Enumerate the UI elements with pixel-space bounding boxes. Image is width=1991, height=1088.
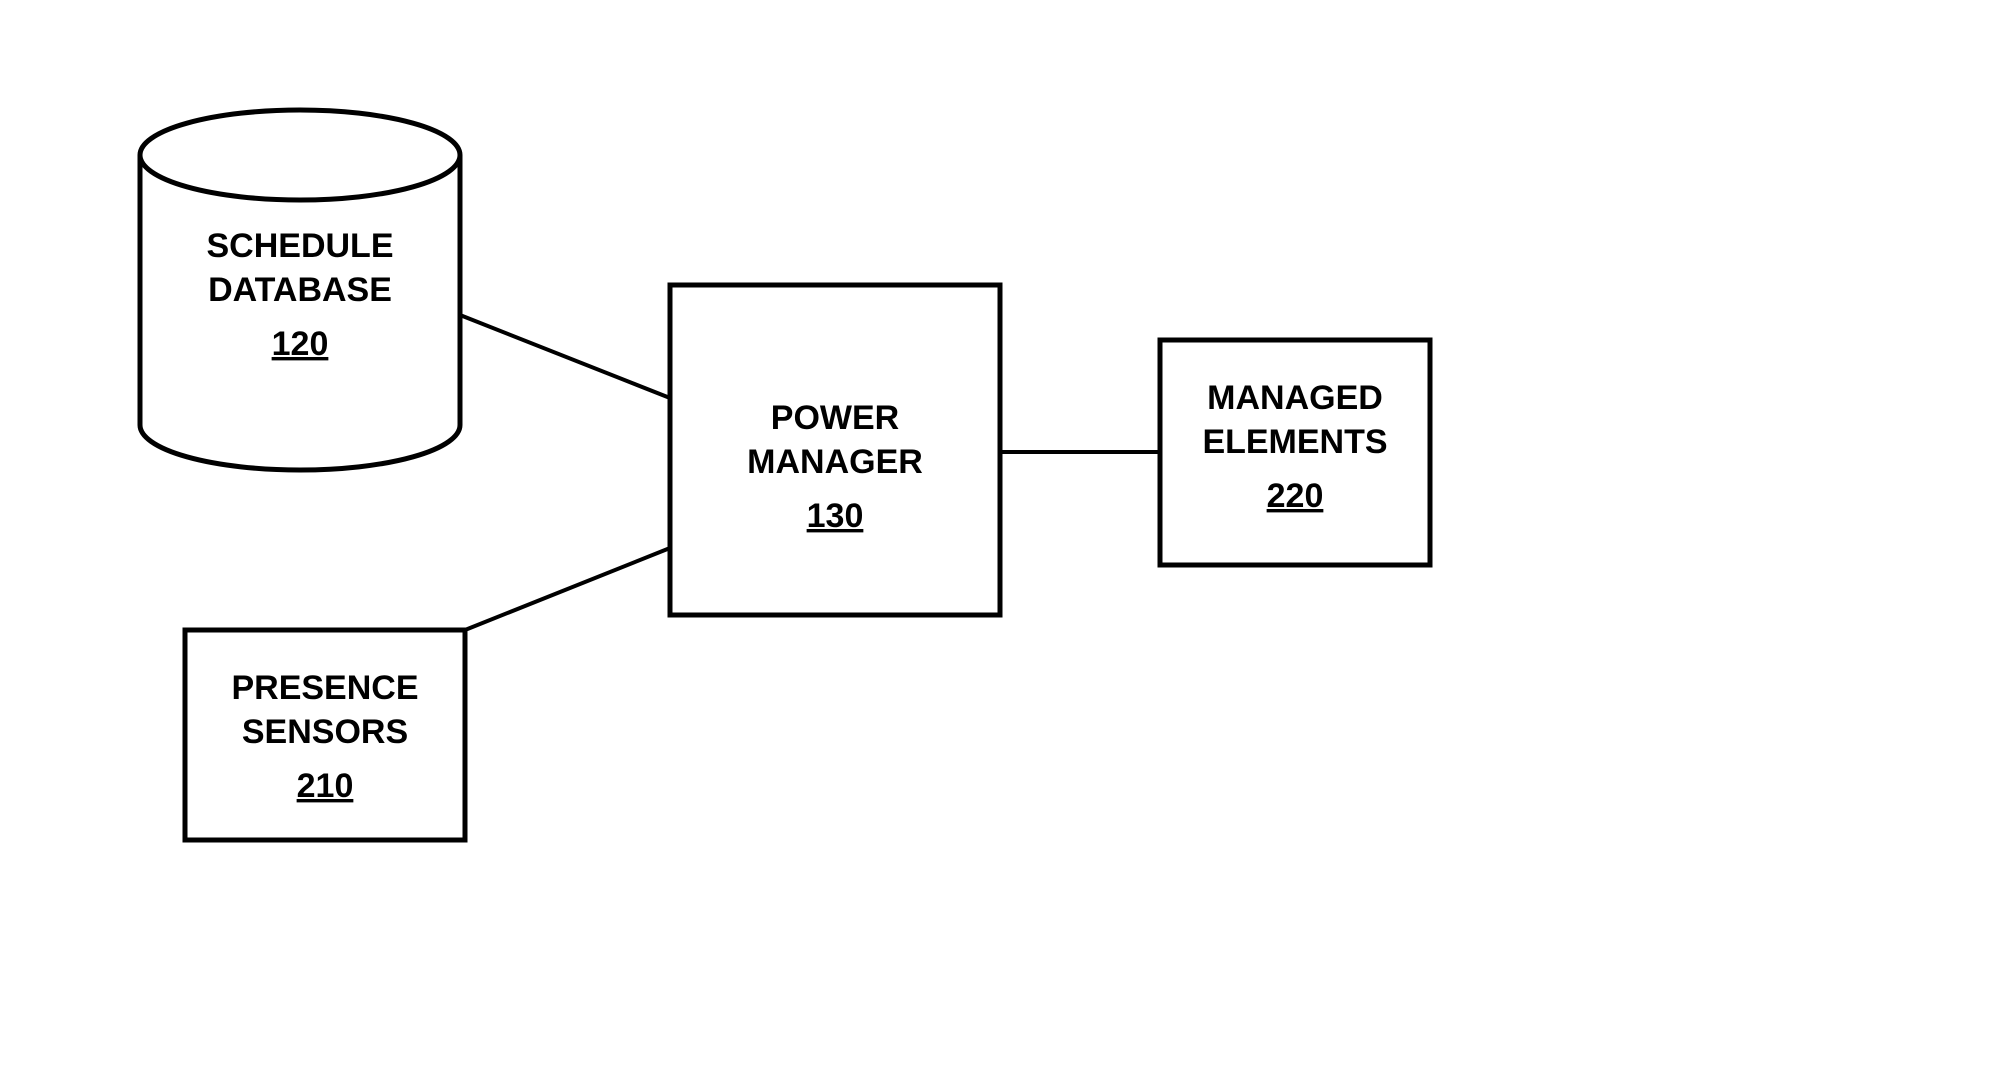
nodes: SCHEDULE DATABASE 120 PRESENCE SENSORS 210 POW… [140, 110, 1430, 840]
power_manager-ref: 130 [807, 497, 864, 535]
presence_sensors-ref: 210 [297, 767, 354, 805]
presence_sensors-label-1: PRESENCE [231, 669, 418, 707]
managed_elements-ref: 220 [1267, 477, 1324, 515]
edge-presence_sensors-to-power_manager [465, 548, 670, 630]
schedule_db-node: SCHEDULE DATABASE 120 [140, 110, 460, 470]
managed_elements-label-2: ELEMENTS [1202, 423, 1387, 461]
schedule_db-ref: 120 [272, 325, 329, 363]
managed_elements-label-1: MANAGED [1207, 379, 1383, 417]
presence_sensors-label-2: SENSORS [242, 713, 408, 751]
power_manager-label-1: POWER [771, 399, 899, 437]
managed_elements-node: MANAGED ELEMENTS 220 [1160, 340, 1430, 565]
system-block-diagram: SCHEDULE DATABASE 120 PRESENCE SENSORS 210 POW… [0, 0, 1991, 1088]
presence_sensors-node: PRESENCE SENSORS 210 [185, 630, 465, 840]
schedule_db-label-2: DATABASE [208, 271, 392, 309]
edge-schedule_db-to-power_manager [460, 315, 670, 398]
power_manager-label-2: MANAGER [747, 443, 923, 481]
schedule_db-label-1: SCHEDULE [206, 227, 393, 265]
power_manager-node: POWER MANAGER 130 [670, 285, 1000, 615]
